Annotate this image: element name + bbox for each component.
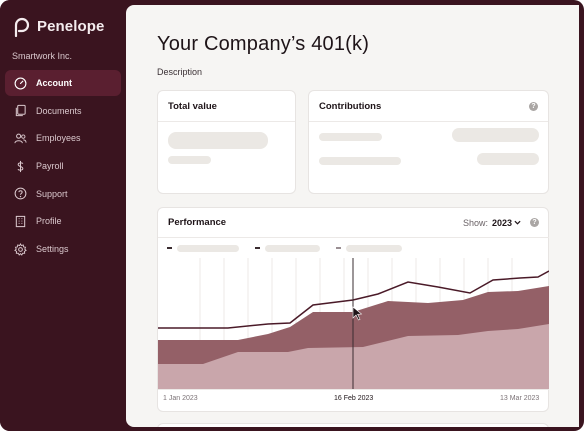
dollar-icon: [14, 160, 27, 173]
sidebar-item-label: Employees: [36, 133, 81, 144]
documents-icon: [14, 104, 27, 117]
chart-line: [158, 270, 549, 329]
performance-card: Performance Show: 2023 ?: [157, 207, 549, 412]
skeleton-placeholder: [265, 244, 320, 252]
sidebar-item-payroll[interactable]: Payroll: [5, 153, 121, 179]
year-value: 2023: [491, 217, 512, 228]
card-header: Contributions ?: [309, 91, 548, 122]
mouse-cursor-icon: [352, 306, 363, 321]
show-label: Show:: [462, 217, 488, 228]
total-value-card: Total value: [157, 90, 296, 194]
sidebar-item-label: Payroll: [36, 161, 64, 172]
performance-header: Performance Show: 2023 ?: [158, 208, 549, 238]
sidebar-item-support[interactable]: Support: [5, 181, 121, 207]
question-icon: [14, 187, 27, 200]
gear-icon: [14, 242, 27, 256]
contributions-card: Contributions ?: [308, 90, 549, 194]
skeleton-placeholder: [168, 156, 211, 164]
skeleton-placeholder: [477, 153, 539, 165]
brand-name: Penelope: [37, 17, 105, 35]
chevron-down-icon: [514, 220, 521, 225]
card-title: Contributions: [319, 100, 382, 112]
building-icon: [14, 215, 27, 228]
sidebar-item-profile[interactable]: Profile: [5, 208, 121, 234]
legend-marker: [336, 247, 341, 249]
skeleton-placeholder: [346, 244, 402, 252]
penelope-logo-icon: [14, 17, 30, 37]
logo[interactable]: Penelope: [12, 15, 105, 37]
help-icon[interactable]: ?: [529, 101, 538, 111]
x-axis-label: 16 Feb 2023: [334, 395, 374, 402]
people-icon: [14, 132, 27, 145]
gauge-icon: [14, 77, 27, 90]
sidebar-nav: Account Documents Employees Payroll: [5, 70, 121, 264]
sidebar-item-account[interactable]: Account: [5, 70, 121, 96]
legend-item: [255, 244, 320, 252]
chart-legend: [167, 242, 418, 254]
sidebar: Penelope Smartwork Inc. Account Document…: [0, 0, 126, 431]
sidebar-item-settings[interactable]: Settings: [5, 236, 121, 262]
sidebar-item-label: Settings: [36, 244, 69, 255]
help-icon[interactable]: ?: [530, 218, 539, 227]
sidebar-item-label: Profile: [36, 216, 62, 227]
skeleton-placeholder: [319, 157, 401, 165]
sidebar-item-label: Documents: [36, 105, 82, 116]
sidebar-item-documents[interactable]: Documents: [5, 98, 121, 124]
x-axis-label: 1 Jan 2023: [163, 395, 198, 402]
skeleton-placeholder: [177, 244, 239, 252]
legend-marker: [255, 247, 260, 249]
chart-axis: [158, 389, 549, 390]
page-description: Description: [157, 67, 203, 77]
skeleton-placeholder: [319, 133, 382, 141]
legend-item: [167, 244, 239, 252]
card-title: Total value: [158, 91, 295, 122]
year-selector[interactable]: Show: 2023 ?: [463, 218, 539, 228]
company-name: Smartwork Inc.: [12, 51, 73, 61]
main-content: Your Company’s 401(k) Description Total …: [126, 5, 579, 427]
x-axis-label: 13 Mar 2023: [500, 395, 540, 402]
next-card-peek: [157, 423, 549, 427]
legend-item: [336, 244, 402, 252]
page-title: Your Company’s 401(k): [157, 33, 370, 55]
skeleton-placeholder: [452, 128, 539, 142]
sidebar-item-label: Account: [36, 78, 72, 88]
legend-marker: [167, 247, 172, 249]
skeleton-placeholder: [168, 132, 268, 149]
sidebar-item-employees[interactable]: Employees: [5, 125, 121, 151]
performance-chart[interactable]: [158, 258, 549, 389]
sidebar-item-label: Support: [36, 188, 68, 199]
card-title: Performance: [168, 217, 227, 228]
